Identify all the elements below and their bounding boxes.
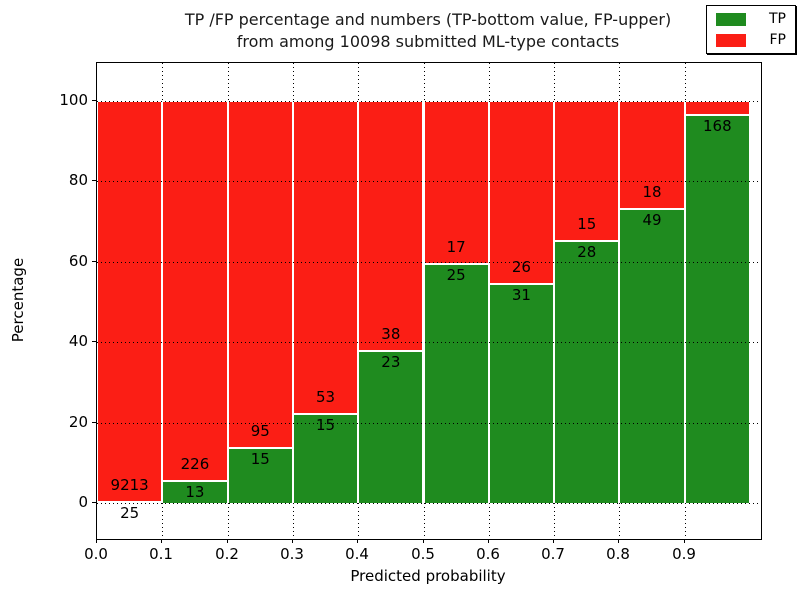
- x-tick-mark: [96, 539, 97, 543]
- tp-count-label: 13: [185, 483, 205, 501]
- y-tick-mark: [92, 502, 96, 503]
- legend: TP FP: [706, 5, 796, 54]
- y-tick-mark: [92, 100, 96, 101]
- x-tick-mark: [553, 539, 554, 543]
- fp-count-label: 17: [446, 238, 466, 256]
- tp-bar-segment: [423, 263, 489, 503]
- x-tick-mark: [618, 539, 619, 543]
- fp-bar-segment: [554, 101, 620, 242]
- horizontal-gridline: [97, 342, 761, 343]
- fp-count-label: 18: [642, 183, 662, 201]
- tp-count-label: 15: [315, 416, 336, 434]
- tp-count-label: 28: [577, 243, 597, 261]
- chart-title-line2: from among 10098 submitted ML-type conta…: [236, 32, 620, 51]
- tp-bar-segment: [684, 114, 750, 503]
- y-tick-label: 40: [68, 332, 88, 350]
- tp-bar-segment: [358, 351, 424, 503]
- tp-bar-segment: [619, 209, 685, 503]
- fp-bar-segment: [162, 101, 228, 482]
- tp-count-label: 168: [703, 117, 732, 135]
- x-tick-label: 0.0: [84, 545, 108, 563]
- x-tick-label: 0.9: [672, 545, 696, 563]
- legend-label-fp: FP: [769, 32, 787, 48]
- horizontal-gridline: [97, 503, 761, 504]
- tp-count-label: 25: [446, 266, 466, 284]
- tp-bar-segment: [488, 284, 555, 503]
- fp-bar-segment: [292, 101, 359, 415]
- tp-bar-segment: [292, 414, 359, 503]
- x-tick-mark: [292, 539, 293, 543]
- y-axis-label: Percentage: [9, 257, 27, 343]
- tp-count-label: 31: [511, 286, 531, 304]
- y-tick-label: 0: [78, 493, 88, 511]
- x-tick-mark: [423, 539, 424, 543]
- x-tick-label: 0.5: [411, 545, 435, 563]
- y-tick-mark: [92, 422, 96, 423]
- x-tick-mark: [684, 539, 685, 543]
- x-tick-mark: [488, 539, 489, 543]
- fp-count-label: 26: [511, 258, 531, 276]
- legend-label-tp: TP: [769, 11, 786, 27]
- plot-area: 9213 25 226 13 95 15 53 15 38 23 17 25 26 31 15 28 18 49 1…: [96, 62, 762, 540]
- tp-count-label: 25: [120, 504, 140, 522]
- fp-count-label: 53: [315, 388, 336, 406]
- horizontal-gridline: [97, 423, 761, 424]
- tp-legend-swatch-icon: [716, 12, 746, 26]
- tp-bar-segment: [162, 481, 228, 503]
- tp-count-label: 49: [642, 211, 662, 229]
- legend-item-fp: FP: [716, 32, 786, 48]
- x-tick-label: 0.4: [345, 545, 369, 563]
- x-tick-label: 0.1: [149, 545, 173, 563]
- y-tick-label: 100: [59, 91, 88, 109]
- fp-bar-segment: [97, 101, 163, 502]
- x-tick-label: 0.6: [476, 545, 500, 563]
- x-tick-mark: [161, 539, 162, 543]
- x-axis-label: Predicted probability: [350, 567, 506, 585]
- y-tick-label: 60: [68, 252, 88, 270]
- x-tick-label: 0.2: [215, 545, 239, 563]
- fp-bar-segment: [358, 101, 424, 352]
- horizontal-gridline: [97, 262, 761, 263]
- y-tick-mark: [92, 180, 96, 181]
- chart-title-line1: TP /FP percentage and numbers (TP-bottom…: [184, 10, 672, 29]
- fp-count-label: 9213: [110, 476, 149, 494]
- y-tick-label: 20: [68, 413, 88, 431]
- horizontal-gridline: [97, 101, 761, 102]
- fp-bar-segment: [619, 101, 685, 210]
- tp-bar-segment: [97, 501, 163, 503]
- x-tick-mark: [227, 539, 228, 543]
- fp-bar-segment: [488, 101, 555, 285]
- fp-legend-swatch-icon: [716, 33, 746, 47]
- fp-count-label: 95: [250, 422, 270, 440]
- tp-bar-segment: [227, 448, 293, 503]
- x-tick-mark: [357, 539, 358, 543]
- fp-bar-segment: [227, 101, 293, 449]
- fp-count-label: 38: [381, 325, 401, 343]
- x-tick-label: 0.8: [606, 545, 630, 563]
- fp-bar-segment: [684, 101, 750, 115]
- x-tick-label: 0.7: [541, 545, 565, 563]
- y-tick-label: 80: [68, 171, 88, 189]
- tp-count-label: 15: [250, 450, 270, 468]
- tp-count-label: 23: [381, 353, 401, 371]
- horizontal-gridline: [97, 181, 761, 182]
- x-tick-label: 0.3: [280, 545, 304, 563]
- y-tick-mark: [92, 341, 96, 342]
- fp-count-label: 226: [180, 455, 210, 473]
- legend-item-tp: TP: [716, 11, 786, 27]
- y-tick-mark: [92, 261, 96, 262]
- tp-bar-segment: [554, 241, 620, 503]
- fp-count-label: 15: [577, 215, 597, 233]
